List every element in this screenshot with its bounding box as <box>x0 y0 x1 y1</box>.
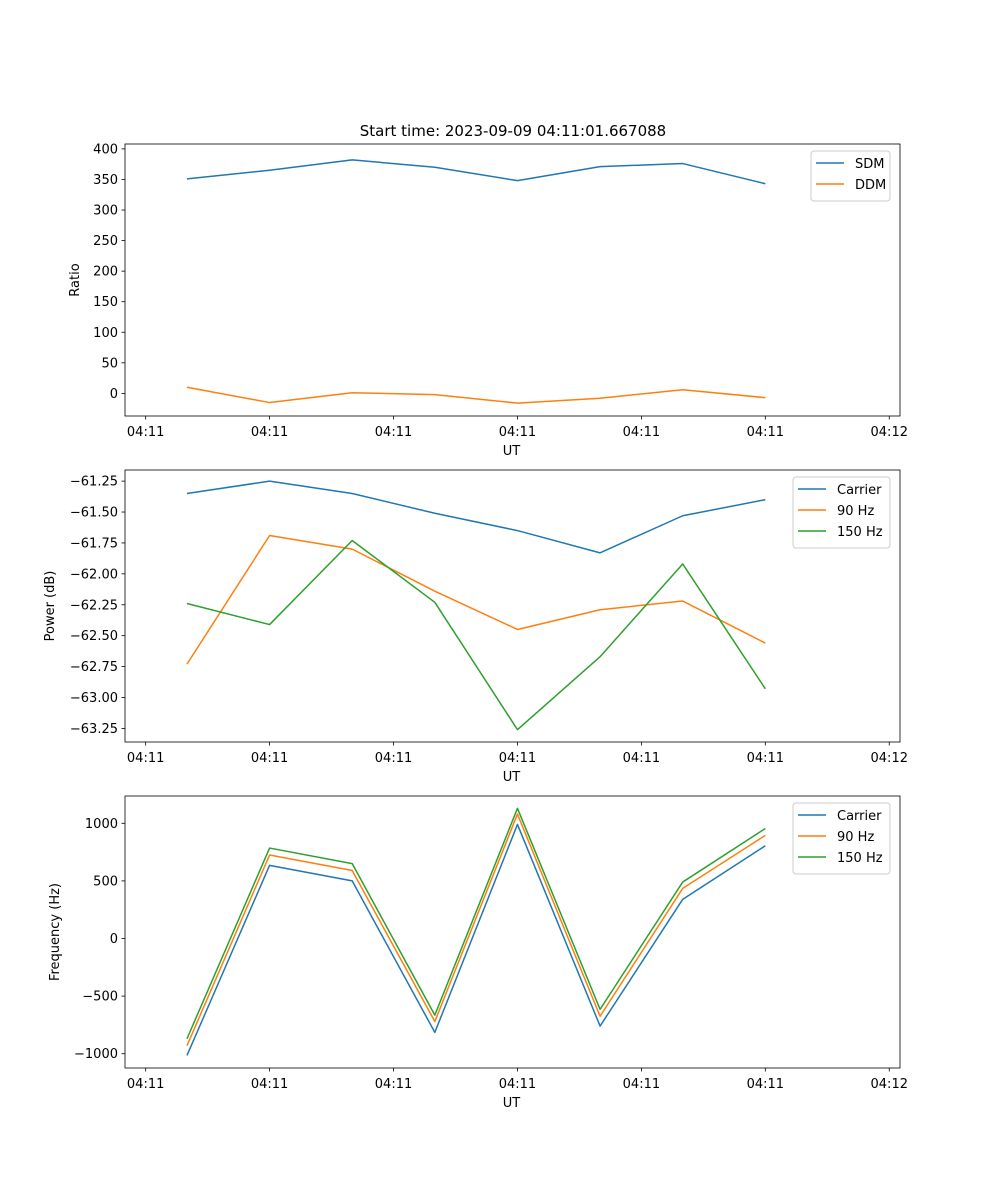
ratio-xtick-label: 04:11 <box>127 425 164 440</box>
frequency-panel: −1000 −500 0 500 1000 04:11 04:11 04:11 04:11 04:… <box>48 795 908 1111</box>
frequency-xtick-label: 04:11 <box>747 1077 784 1092</box>
power-ytick-label: −62.00 <box>70 567 118 582</box>
power-ytick-label: −61.25 <box>70 475 118 490</box>
power-x-axis-label: UT <box>503 770 521 785</box>
frequency-series-carrier-line <box>186 823 766 1056</box>
ratio-y-axis-label: Ratio <box>68 263 83 296</box>
frequency-series-90-hz-line <box>186 813 766 1046</box>
ratio-ytick-label: 200 <box>93 265 118 280</box>
frequency-ytick-label: 500 <box>93 874 118 889</box>
ratio-xtick-label: 04:12 <box>871 425 908 440</box>
power-y-axis-label: Power (dB) <box>43 571 58 642</box>
frequency-legend-label: 90 Hz <box>837 830 874 845</box>
power-xtick-label: 04:11 <box>127 751 164 766</box>
ratio-legend: SDM DDM <box>810 150 891 202</box>
frequency-axes-frame <box>124 795 901 1069</box>
frequency-x-axis-label: UT <box>503 1096 521 1111</box>
frequency-ytick-label: −500 <box>82 990 118 1005</box>
power-xtick-label: 04:12 <box>871 751 908 766</box>
power-xtick-label: 04:11 <box>375 751 412 766</box>
frequency-xtick-label: 04:12 <box>871 1077 908 1092</box>
ratio-ytick-label: 400 <box>93 142 118 157</box>
frequency-xtick-label: 04:11 <box>499 1077 536 1092</box>
power-ytick-label: −62.25 <box>70 598 118 613</box>
ratio-legend-label: DDM <box>855 178 886 193</box>
ratio-series-sdm-line <box>186 159 766 185</box>
frequency-xtick-label: 04:11 <box>251 1077 288 1092</box>
frequency-legend-label: 150 Hz <box>837 851 883 866</box>
ratio-ytick-label: 300 <box>93 204 118 219</box>
frequency-ytick-label: 1000 <box>85 817 118 832</box>
ratio-ytick-label: 50 <box>101 356 118 371</box>
power-ytick-label: −63.25 <box>70 722 118 737</box>
ratio-panel: 0 50 100 150 200 250 300 350 400 04:11 04:11 04:11 0… <box>68 142 908 459</box>
power-xtick-label: 04:11 <box>623 751 660 766</box>
ratio-series-ddm-line <box>186 386 766 404</box>
power-panel: −63.25 −63.00 −62.75 −62.50 −62.25 −62.00 −61.… <box>43 469 908 785</box>
frequency-series-150-hz-line <box>186 807 766 1040</box>
ratio-xtick-label: 04:11 <box>499 425 536 440</box>
ratio-xtick-label: 04:11 <box>375 425 412 440</box>
power-legend-label: Carrier <box>837 483 882 498</box>
power-legend-label: 150 Hz <box>837 525 883 540</box>
power-ytick-label: −62.50 <box>70 629 118 644</box>
power-ytick-label: −62.75 <box>70 660 118 675</box>
frequency-legend-label: Carrier <box>837 809 882 824</box>
frequency-y-axis-label: Frequency (Hz) <box>48 883 63 981</box>
frequency-xtick-label: 04:11 <box>375 1077 412 1092</box>
ratio-ytick-label: 100 <box>93 326 118 341</box>
ratio-xtick-label: 04:11 <box>747 425 784 440</box>
power-legend-label: 90 Hz <box>837 504 874 519</box>
power-ytick-label: −61.75 <box>70 536 118 551</box>
power-series-carrier-line <box>186 480 766 554</box>
frequency-ytick-label: −1000 <box>74 1047 118 1062</box>
ratio-xtick-label: 04:11 <box>623 425 660 440</box>
frequency-ytick-label: 0 <box>110 932 118 947</box>
ratio-axes-frame <box>124 143 901 417</box>
ratio-ytick-label: 350 <box>93 173 118 188</box>
power-xtick-label: 04:11 <box>747 751 784 766</box>
power-series-150-hz-line <box>186 539 766 731</box>
power-axes-frame <box>124 469 901 743</box>
power-xtick-label: 04:11 <box>499 751 536 766</box>
frequency-xtick-label: 04:11 <box>127 1077 164 1092</box>
ratio-xtick-label: 04:11 <box>251 425 288 440</box>
ratio-ytick-label: 250 <box>93 234 118 249</box>
power-ytick-label: −61.50 <box>70 506 118 521</box>
power-xtick-label: 04:11 <box>251 751 288 766</box>
ratio-legend-label: SDM <box>855 157 884 172</box>
power-legend: Carrier 90 Hz 150 Hz <box>792 476 891 549</box>
figure-title: Start time: 2023-09-09 04:11:01.667088 <box>360 122 666 140</box>
ratio-ytick-label: 0 <box>110 387 118 402</box>
ratio-ytick-label: 150 <box>93 295 118 310</box>
frequency-xtick-label: 04:11 <box>623 1077 660 1092</box>
frequency-legend: Carrier 90 Hz 150 Hz <box>792 802 891 875</box>
ratio-x-axis-label: UT <box>503 444 521 459</box>
power-series-90-hz-line <box>186 534 766 665</box>
power-ytick-label: −63.00 <box>70 691 118 706</box>
